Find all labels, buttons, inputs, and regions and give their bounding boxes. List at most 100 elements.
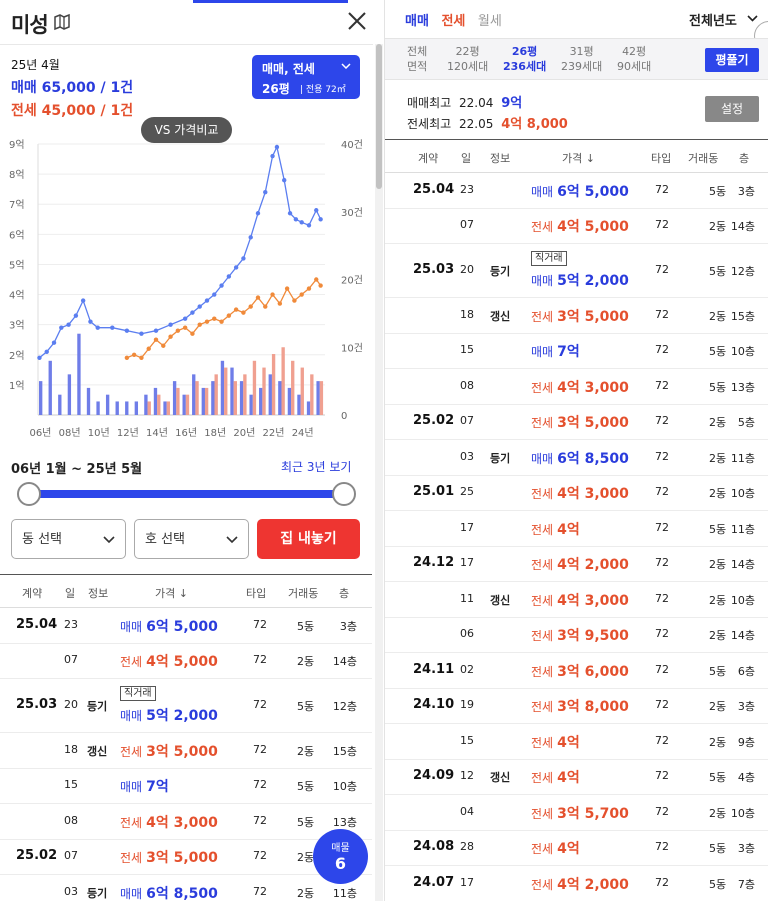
pyeong-unfold-button[interactable]: 평풀기 <box>705 48 759 72</box>
table-row[interactable]: 25.04 23 매매 6억 5,000 72 5동 3층 <box>0 608 372 644</box>
floor: 10층 <box>730 593 755 607</box>
table-row[interactable]: 07 전세 4억 5,000 72 2동 14층 <box>0 644 372 679</box>
x-tick-label: 08년 <box>59 427 81 439</box>
x-tick-label: 10년 <box>88 427 110 439</box>
y-right-tick-label: 20건 <box>341 275 363 287</box>
area-type: 72 <box>655 307 669 321</box>
sale-price-point <box>190 310 195 315</box>
table-row[interactable]: 24.11 02 전세 3억 6,000 72 5동 6층 <box>385 653 768 689</box>
recent-3-years-link[interactable]: 최근 3년 보기 <box>281 460 352 474</box>
max-sale-row: 매매최고 22.04 9억 <box>407 92 522 111</box>
listings-fab[interactable]: 매물 6 <box>313 829 368 884</box>
close-icon[interactable] <box>346 10 368 32</box>
table-row[interactable]: 18 갱신 전세 3억 5,000 72 2동 15층 <box>0 733 372 769</box>
floor: 3층 <box>737 184 755 198</box>
contract-day: 19 <box>460 698 474 712</box>
area-option-26[interactable]: 26평 236세대 <box>503 44 546 74</box>
map-icon[interactable] <box>53 13 71 31</box>
year-select[interactable]: 전체년도 <box>689 10 758 29</box>
table-row[interactable]: 24.09 12 갱신 전세 4억 72 5동 4층 <box>385 760 768 795</box>
building-dong: 2동 <box>709 629 727 643</box>
direct-deal-tag: 직거래 <box>120 686 156 701</box>
sale-price-point <box>182 316 188 321</box>
price: 전세 4억 <box>531 519 580 539</box>
table-row[interactable]: 03 등기 매매 6억 8,500 72 2동 11층 <box>385 440 768 476</box>
sale-price-point <box>95 325 100 330</box>
range-slider-track[interactable] <box>28 490 344 498</box>
table-row[interactable]: 25.03 20 등기 매매 5억 2,000 직거래 72 5동 12층 <box>385 244 768 298</box>
sale-price-point <box>255 211 261 216</box>
table-row[interactable]: 03 등기 매매 6억 8,500 72 2동 11층 <box>0 875 372 901</box>
floor: 10층 <box>730 345 755 359</box>
volume-bar-sale <box>115 401 119 415</box>
scrollbar-thumb[interactable] <box>376 44 382 189</box>
area-pyeong: 22평 <box>455 45 480 58</box>
table-row[interactable]: 04 전세 3억 5,700 72 2동 10층 <box>385 795 768 831</box>
price-value: 4억 2,000 <box>557 557 629 574</box>
x-tick-label: 20년 <box>233 427 255 439</box>
table-row[interactable]: 25.04 23 매매 6억 5,000 72 5동 3층 <box>385 173 768 209</box>
building-dong: 2동 <box>709 593 727 607</box>
building-dong: 2동 <box>297 886 315 900</box>
table-row[interactable]: 18 갱신 전세 3억 5,000 72 2동 15층 <box>385 298 768 334</box>
area-all[interactable]: 전체 면적 <box>407 44 427 74</box>
x-tick-label: 22년 <box>263 427 285 439</box>
building-dong: 5동 <box>297 700 315 713</box>
area-option-42[interactable]: 42평 90세대 <box>617 44 651 74</box>
price-value: 4억 <box>557 521 580 538</box>
dong-select[interactable]: 동 선택 <box>11 519 126 559</box>
table-row[interactable]: 24.08 28 전세 4억 72 5동 3층 <box>385 831 768 866</box>
ho-select[interactable]: 호 선택 <box>134 519 249 559</box>
deal-kind: 전세 <box>531 558 554 573</box>
table-row[interactable]: 08 전세 4억 3,000 72 5동 13층 <box>0 804 372 840</box>
table-row[interactable]: 08 전세 4억 3,000 72 5동 13층 <box>385 369 768 405</box>
table-row[interactable]: 24.10 19 전세 3억 8,000 72 2동 3층 <box>385 689 768 724</box>
price-value: 3억 5,000 <box>146 850 218 867</box>
area-option-22[interactable]: 22평 120세대 <box>447 44 488 74</box>
filter-area: | 전용 72㎡ <box>300 85 346 95</box>
max-sale-value: 9억 <box>501 96 523 111</box>
volume-bar-jeonse <box>147 401 151 415</box>
table-row[interactable]: 17 전세 4억 72 5동 11층 <box>385 511 768 547</box>
table-row[interactable]: 06 전세 3억 9,500 72 2동 14층 <box>385 618 768 653</box>
scrollbar[interactable] <box>375 44 383 901</box>
deal-kind: 매매 <box>531 274 554 288</box>
contract-day: 15 <box>460 343 474 357</box>
table-row[interactable]: 15 매매 7억 72 5동 10층 <box>385 334 768 369</box>
tab-sale[interactable]: 매매 <box>405 14 429 29</box>
y-right-tick-label: 30건 <box>341 207 363 219</box>
area-type: 72 <box>253 813 267 827</box>
table-row[interactable]: 24.12 17 전세 4억 2,000 72 2동 14층 <box>385 547 768 582</box>
building-dong: 5동 <box>709 771 727 785</box>
sell-house-button[interactable]: 집 내놓기 <box>257 519 360 559</box>
building-dong: 2동 <box>709 451 727 465</box>
table-header-cell[interactable]: 가격 ↓ <box>155 587 188 600</box>
range-slider-start-handle[interactable] <box>17 482 41 506</box>
table-row[interactable]: 24.07 17 전세 4억 2,000 72 5동 7층 <box>385 866 768 901</box>
table-row[interactable]: 11 갱신 전세 4억 3,000 72 2동 10층 <box>385 582 768 618</box>
table-row[interactable]: 15 전세 4억 72 2동 9층 <box>385 724 768 760</box>
deal-type-filter[interactable]: 매매, 전세 26평 | 전용 72㎡ <box>252 55 360 99</box>
table-header-cell[interactable]: 가격 ↓ <box>562 152 595 165</box>
range-slider-end-handle[interactable] <box>332 482 356 506</box>
settings-button[interactable]: 설정 <box>705 96 759 122</box>
table-row[interactable]: 15 매매 7억 72 5동 10층 <box>0 769 372 804</box>
table-row[interactable]: 25.03 20 등기 매매 5억 2,000 직거래 72 5동 12층 <box>0 679 372 733</box>
building-dong: 5동 <box>709 184 727 198</box>
tab-monthly[interactable]: 월세 <box>477 14 502 29</box>
listings-fab-label: 매물 <box>331 843 350 854</box>
volume-bar-sale <box>96 401 100 415</box>
volume-bar-sale <box>163 401 167 415</box>
tab-jeonse[interactable]: 전세 <box>441 14 466 29</box>
area-households: 120세대 <box>447 60 489 73</box>
jeonse-price-point <box>292 298 297 303</box>
price: 전세 4억 3,000 <box>531 377 629 397</box>
table-row[interactable]: 25.01 25 전세 4억 3,000 72 2동 10층 <box>385 476 768 511</box>
area-option-31[interactable]: 31평 239세대 <box>561 44 602 74</box>
table-row[interactable]: 07 전세 4억 5,000 72 2동 14층 <box>385 209 768 244</box>
contract-day: 08 <box>460 378 474 392</box>
vs-compare-button[interactable]: VS 가격비교 <box>141 117 232 143</box>
contract-day: 08 <box>64 813 78 827</box>
